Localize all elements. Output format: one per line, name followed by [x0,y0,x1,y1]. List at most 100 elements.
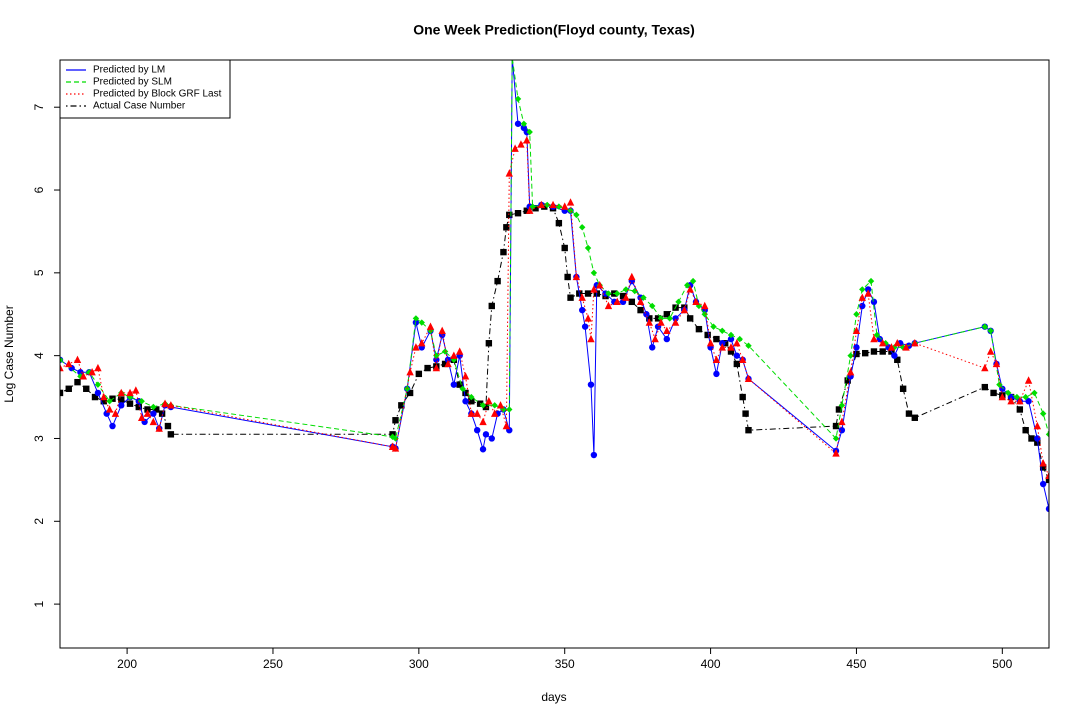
point [100,392,108,401]
point [744,374,753,383]
point [514,120,522,127]
point [1016,397,1024,405]
point [727,343,735,351]
plot-area [60,60,1049,513]
point [153,406,160,413]
point [1039,459,1047,467]
point [649,344,656,351]
point [94,381,102,388]
point [870,348,878,355]
point [733,339,741,347]
point [572,272,581,281]
x-tick-label: 450 [846,657,866,671]
point [1039,480,1047,488]
point [514,210,522,217]
point [1007,397,1015,405]
point [739,393,746,401]
point [727,331,735,339]
point [555,203,563,210]
point [628,272,636,281]
point [60,356,64,363]
y-tick-label: 7 [32,104,46,111]
point [844,377,851,384]
point [65,359,73,368]
point [894,356,901,363]
y-tick-label: 5 [32,269,46,276]
x-axis-label: days [541,690,566,704]
point [1033,421,1042,430]
point [1045,431,1049,438]
x-tick-label: 350 [555,657,575,671]
point [105,405,114,413]
point [406,368,414,376]
y-tick-label: 4 [32,352,46,359]
point [109,422,116,430]
point [876,335,883,343]
point [150,403,157,411]
point [94,389,102,397]
point [680,305,689,314]
point [441,360,449,368]
point [537,200,546,209]
point [526,128,533,136]
point [60,363,64,372]
point [391,444,400,452]
point [479,417,487,426]
point [467,409,476,417]
point [663,335,671,343]
x-tick-label: 300 [409,657,429,671]
point [879,348,886,355]
point [587,381,595,388]
y-tick-label: 3 [32,435,46,442]
axes: 200 250 300 350 400 450 500 1 2 3 4 5 6 7 [32,104,1012,672]
point [727,348,735,355]
point [1045,471,1049,479]
point [488,435,495,442]
point [100,398,107,405]
point [473,409,481,417]
point [438,326,446,335]
point [529,203,536,210]
plot-frame [59,59,1050,649]
legend-box [59,59,231,119]
point [1024,376,1033,384]
point [485,397,493,405]
point [742,410,749,417]
point [990,389,997,397]
point [862,349,869,357]
point [899,385,907,392]
point [987,327,994,335]
legend-label: Predicted by Block GRF Last [93,89,222,100]
point [695,325,703,333]
point [1031,389,1038,397]
point [887,343,896,351]
point [686,315,694,322]
point [106,398,113,405]
point [511,144,519,152]
point [590,285,598,293]
point [713,335,720,343]
point [631,287,638,295]
point [491,402,498,409]
point [832,435,840,442]
y-tick-label: 6 [32,186,46,193]
point [867,277,875,285]
point [596,281,604,289]
point [870,298,878,306]
point [1028,435,1035,442]
point [838,417,846,426]
point [1039,464,1047,471]
point [418,339,426,347]
point [704,331,711,339]
point [392,435,399,442]
point [902,343,910,351]
point [706,339,715,347]
point [736,335,743,343]
point [111,409,120,417]
point [745,426,752,434]
point [88,368,96,376]
point [846,368,855,376]
y-tick-label: 2 [32,518,46,525]
